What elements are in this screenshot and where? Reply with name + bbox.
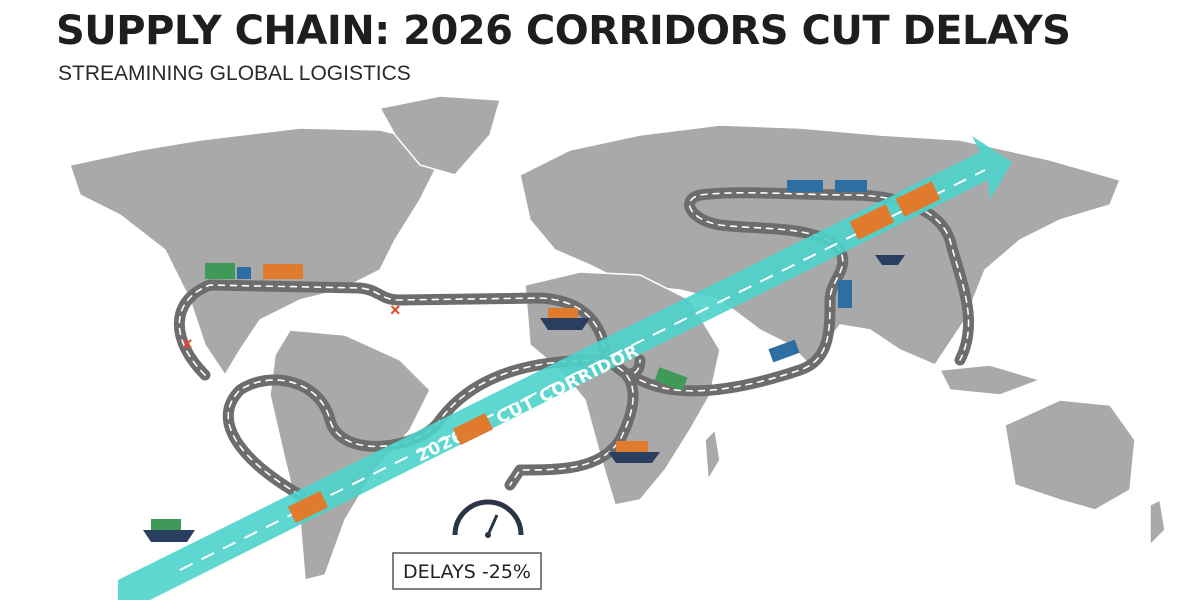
ship [608,452,660,463]
truck [452,413,494,445]
truck [849,204,895,240]
ship [143,530,195,542]
truck [787,180,823,192]
x-mark: × [182,334,193,354]
gauge-arc [452,499,524,536]
truck [835,180,867,192]
truck [205,263,235,279]
callout-box [392,552,542,590]
ship [540,318,590,330]
truck [768,339,800,363]
corridor-arrow [118,136,1012,600]
ship-cargo [548,308,578,318]
callout-text: DELAYS -25% [403,561,531,583]
gauge-needle [486,514,499,536]
ship [875,255,905,265]
truck [838,280,852,308]
greenland [378,95,501,176]
ship-cargo [151,519,181,530]
gauge [452,499,524,538]
truck [263,264,303,279]
islands [938,364,1043,396]
new-zealand [1149,498,1166,547]
subtitle: STREAMINING GLOBAL LOGISTICS [58,62,411,85]
ship-cargo [616,441,648,452]
x-mark: × [390,300,401,320]
vehicles: × × [143,180,941,542]
truck [654,367,688,391]
roads [173,187,975,501]
madagascar [704,428,721,483]
callout: DELAYS -25% [392,552,542,590]
north-america [69,127,441,377]
truck [287,491,329,523]
title: SUPPLY CHAIN: 2026 CORRIDORS CUT DELAYS [56,8,1070,54]
australia [1004,399,1136,511]
truck [895,181,941,217]
gauge-hub [485,532,491,538]
truck-cab [237,267,251,279]
